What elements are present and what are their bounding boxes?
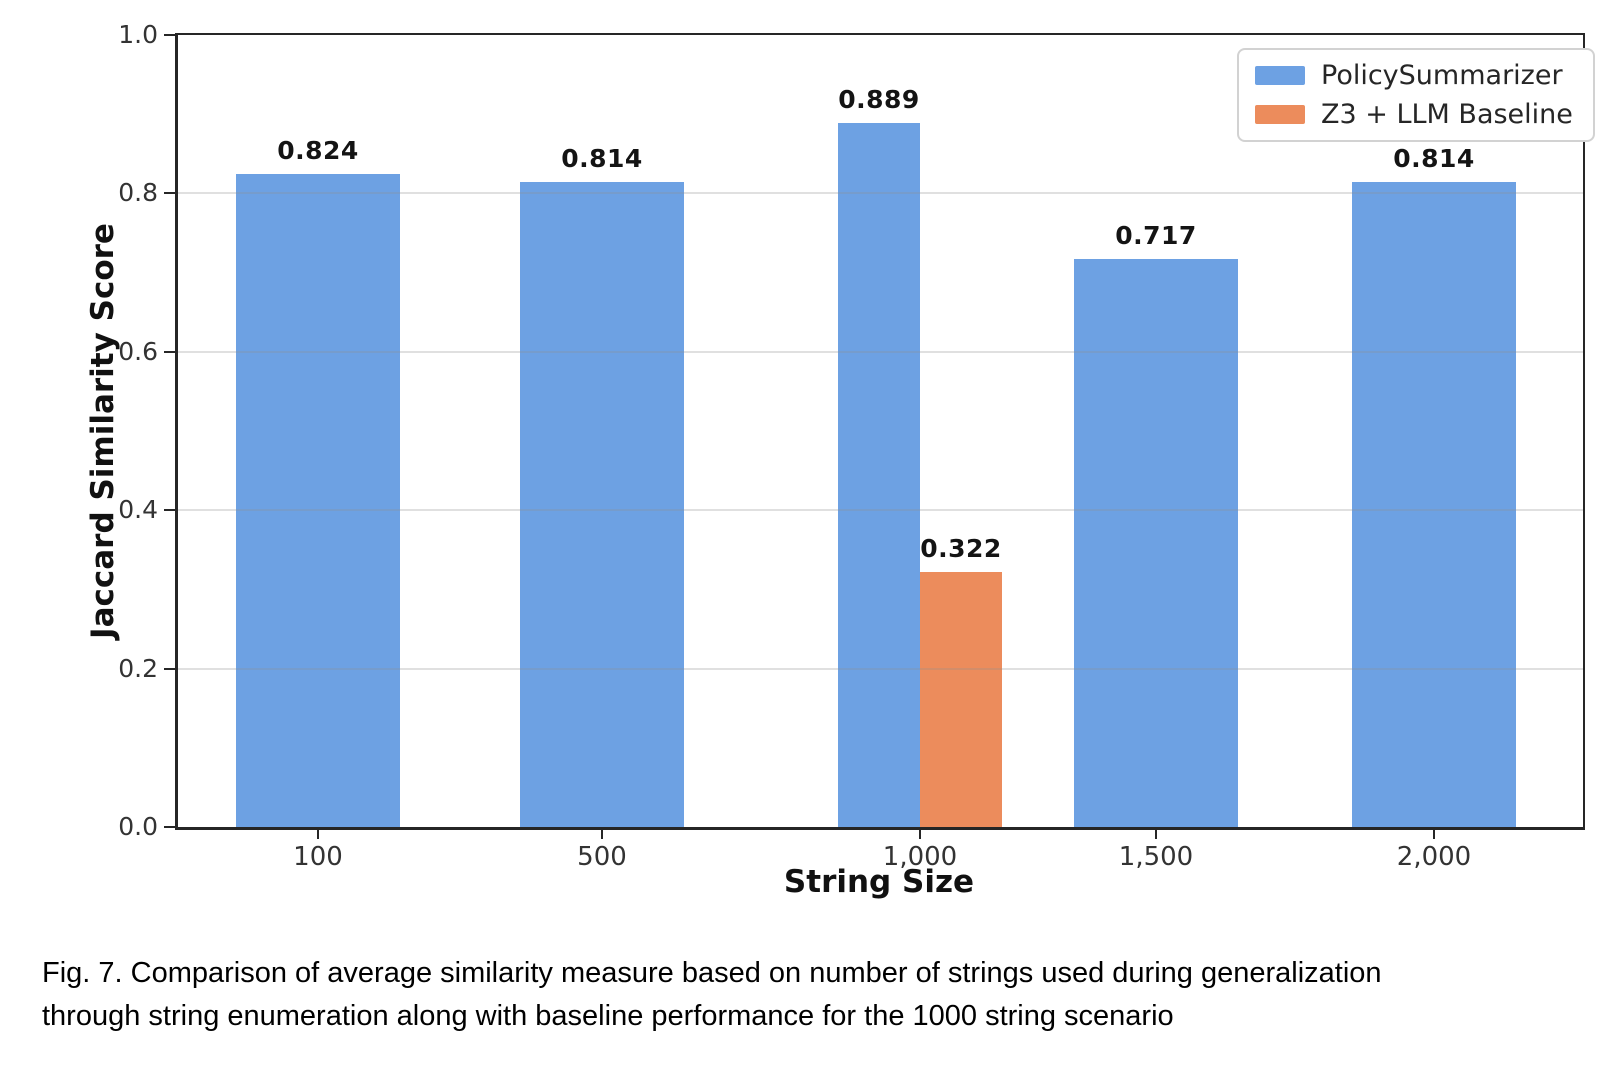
bar-policysummarizer-1-500 bbox=[1074, 259, 1238, 827]
bar-policysummarizer-100 bbox=[236, 174, 400, 827]
plot-area bbox=[175, 33, 1585, 830]
caption-line-2: through string enumeration along with ba… bbox=[42, 1000, 1174, 1032]
y-tick bbox=[164, 34, 175, 36]
gridline bbox=[178, 509, 1583, 512]
x-tick bbox=[1155, 830, 1157, 839]
bar-policysummarizer-2-000 bbox=[1352, 182, 1516, 827]
x-tick bbox=[601, 830, 603, 839]
y-tick-label: 0.0 bbox=[118, 812, 158, 841]
bar-value-label: 0.717 bbox=[1115, 221, 1197, 250]
legend: PolicySummarizer Z3 + LLM Baseline bbox=[1237, 48, 1595, 142]
y-tick-label: 1.0 bbox=[118, 20, 158, 49]
legend-label: Z3 + LLM Baseline bbox=[1321, 99, 1573, 130]
gridline bbox=[178, 192, 1583, 195]
bar-value-label: 0.814 bbox=[561, 144, 643, 173]
bar-policysummarizer-500 bbox=[520, 182, 684, 827]
y-tick-label: 0.8 bbox=[118, 178, 158, 208]
bar-z3-llm-baseline-1-000 bbox=[920, 572, 1002, 827]
legend-item-z3-llm-baseline: Z3 + LLM Baseline bbox=[1255, 99, 1573, 130]
x-axis-label: String Size bbox=[783, 864, 975, 900]
y-tick bbox=[164, 667, 175, 670]
x-tick-label: 100 bbox=[293, 842, 343, 872]
x-tick bbox=[919, 830, 921, 839]
x-tick-label: 1,000 bbox=[882, 842, 958, 872]
y-axis-label: Jaccard Similarity Score bbox=[85, 223, 121, 639]
y-tick-label: 0.2 bbox=[118, 653, 158, 683]
gridline bbox=[178, 350, 1583, 353]
x-tick bbox=[1433, 830, 1435, 839]
legend-swatch-z3-llm-baseline bbox=[1255, 105, 1305, 124]
x-tick-label: 1,500 bbox=[1118, 842, 1194, 872]
gridline bbox=[178, 667, 1583, 670]
y-tick bbox=[164, 509, 175, 512]
bar-value-label: 0.814 bbox=[1393, 144, 1475, 173]
bar-value-label: 0.322 bbox=[920, 534, 1002, 563]
bar-value-label: 0.889 bbox=[838, 85, 920, 114]
x-tick-label: 2,000 bbox=[1396, 842, 1472, 872]
y-tick-label: 0.4 bbox=[118, 495, 158, 525]
legend-swatch-policysummarizer bbox=[1255, 66, 1305, 85]
figure-caption: Fig. 7. Comparison of average similarity… bbox=[42, 952, 1582, 1038]
caption-line-1: Fig. 7. Comparison of average similarity… bbox=[42, 957, 1382, 989]
y-tick bbox=[164, 826, 175, 828]
y-tick bbox=[164, 192, 175, 195]
x-tick bbox=[317, 830, 319, 839]
x-tick-label: 500 bbox=[577, 842, 627, 872]
y-tick bbox=[164, 350, 175, 353]
legend-label: PolicySummarizer bbox=[1321, 60, 1563, 91]
bar-policysummarizer-1-000 bbox=[838, 123, 920, 827]
bar-value-label: 0.824 bbox=[277, 136, 359, 165]
legend-item-policysummarizer: PolicySummarizer bbox=[1255, 60, 1573, 91]
y-tick-label: 0.6 bbox=[118, 336, 158, 366]
